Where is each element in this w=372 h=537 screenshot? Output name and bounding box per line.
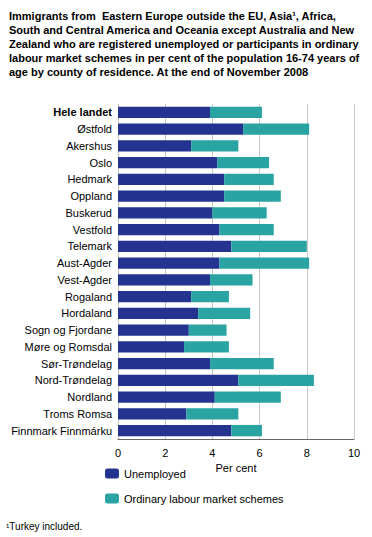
svg-text:Akershus: Akershus	[66, 140, 112, 152]
svg-text:Oslo: Oslo	[89, 157, 112, 169]
svg-text:4: 4	[209, 447, 215, 459]
svg-text:Hordaland: Hordaland	[61, 307, 112, 319]
svg-text:Unemployed: Unemployed	[124, 468, 186, 480]
svg-text:2: 2	[162, 447, 168, 459]
svg-text:Rogaland: Rogaland	[65, 291, 112, 303]
svg-text:10: 10	[348, 447, 360, 459]
svg-text:South and Central America and: South and Central America and Oceania ex…	[9, 24, 357, 36]
svg-text:Buskerud: Buskerud	[66, 207, 112, 219]
svg-text:Immigrants from Eastern Europ: Immigrants from Eastern Europe outside t…	[9, 10, 339, 22]
svg-text:Sør-Trøndelag: Sør-Trøndelag	[41, 358, 112, 370]
svg-text:Per cent: Per cent	[216, 462, 257, 474]
svg-text:Zealand who are registered une: Zealand who are registered unemployed or…	[9, 38, 362, 50]
svg-text:Møre og Romsdal: Møre og Romsdal	[25, 341, 112, 353]
svg-text:Nord-Trøndelag: Nord-Trøndelag	[35, 374, 112, 386]
svg-text:age by county of residence. At: age by county of residence. At the end o…	[9, 66, 308, 78]
svg-text:Vestfold: Vestfold	[73, 224, 112, 236]
svg-text:Troms Romsa: Troms Romsa	[43, 408, 113, 420]
svg-text:6: 6	[257, 447, 263, 459]
svg-text:Hedmark: Hedmark	[67, 173, 112, 185]
svg-text:Østfold: Østfold	[77, 123, 112, 135]
svg-text:Ordinary labour market schemes: Ordinary labour market schemes	[124, 493, 284, 505]
svg-text:0: 0	[115, 447, 121, 459]
svg-text:Sogn og Fjordane: Sogn og Fjordane	[25, 324, 112, 336]
svg-text:8: 8	[304, 447, 310, 459]
svg-text:Finnmark Finnmárku: Finnmark Finnmárku	[11, 425, 112, 437]
svg-text:Aust-Agder: Aust-Agder	[57, 257, 112, 269]
svg-text:labour market schemes in per c: labour market schemes in per cent of the…	[9, 52, 362, 64]
svg-text:Telemark: Telemark	[67, 240, 112, 252]
svg-text:Nordland: Nordland	[67, 391, 112, 403]
svg-text:Oppland: Oppland	[70, 190, 112, 202]
svg-text:Vest-Agder: Vest-Agder	[58, 274, 113, 286]
svg-text:Hele landet: Hele landet	[53, 106, 112, 118]
svg-text:¹Turkey included.: ¹Turkey included.	[6, 521, 82, 532]
